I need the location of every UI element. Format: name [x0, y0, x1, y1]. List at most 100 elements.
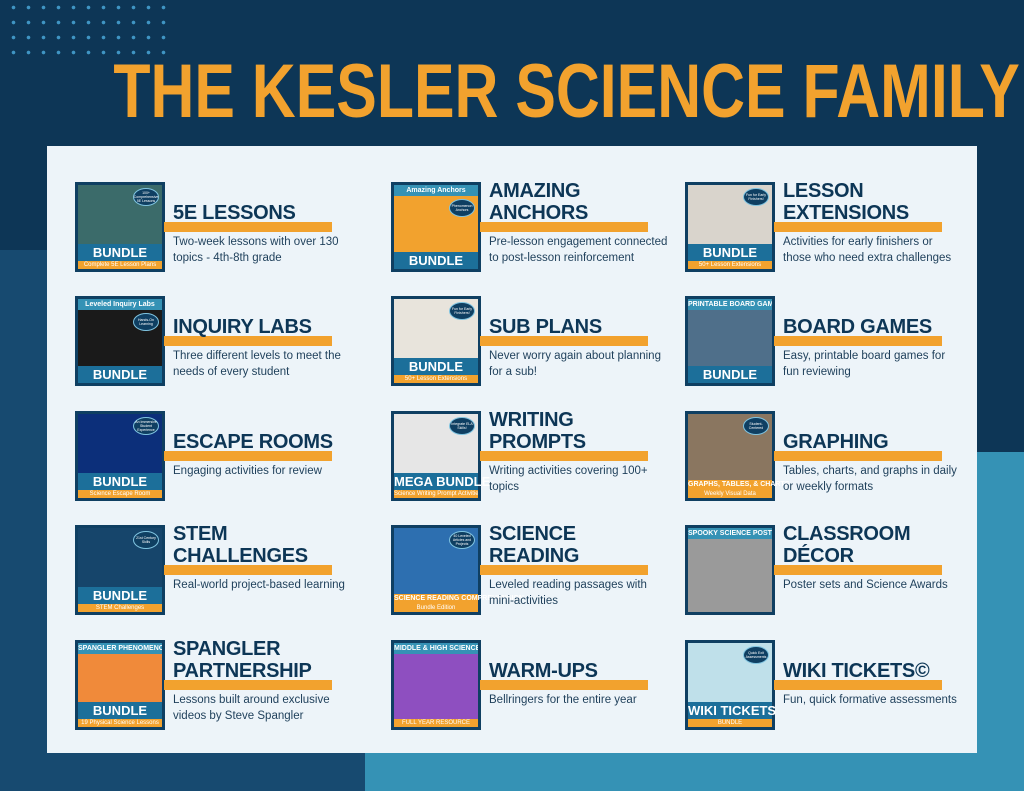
- thumbnail-caption: PRINTABLE BOARD GAME: [688, 299, 772, 310]
- product-title: GRAPHING: [783, 431, 889, 453]
- product-description: Lessons built around exclusive videos by…: [173, 694, 330, 722]
- background-shape-bottom-right: [365, 753, 1024, 791]
- thumbnail-image: 40 Leveled Articles and Projects: [394, 528, 478, 594]
- thumbnail-label: WIKI TICKETS: [688, 702, 777, 719]
- product-description: Tables, charts, and graphs in daily or w…: [783, 465, 957, 493]
- product-item-inquiry-labs[interactable]: Leveled Inquiry Labs Hands-On Learning BUN…: [75, 296, 365, 388]
- orange-underline-bar: [480, 451, 648, 461]
- product-item-science-reading[interactable]: 40 Leveled Articles and Projects SCIENCE …: [391, 523, 681, 617]
- thumbnail-label: BUNDLE: [394, 358, 478, 375]
- product-title: LESSON EXTENSIONS: [783, 180, 909, 224]
- product-title: CLASSROOM DÉCOR: [783, 523, 911, 567]
- thumbnail-image: An Immersive Student Experience: [78, 414, 162, 473]
- product-description: Never worry again about planning for a s…: [489, 350, 661, 378]
- product-item-classroom-d-cor[interactable]: SPOOKY SCIENCE POSTERS CLASSROOM DÉCOR Pos…: [685, 523, 975, 617]
- product-thumbnail[interactable]: Quick Exit Assessments WIKI TICKETS BUNDLE: [685, 640, 777, 730]
- thumbnail-caption: MIDDLE & HIGH SCIENCE BELL-RINGERS: [394, 643, 478, 654]
- product-thumbnail[interactable]: MIDDLE & HIGH SCIENCE BELL-RINGERS FULL Y…: [391, 640, 481, 730]
- thumbnail-badge: 21st Century Skills: [133, 531, 159, 549]
- product-description: Poster sets and Science Awards: [783, 579, 948, 591]
- product-item-lesson-extensions[interactable]: Fun for Early Finishers! BUNDLE 50+ Lesson…: [685, 180, 975, 274]
- thumbnail-sublabel: Complete 5E Lesson Plans: [78, 261, 162, 269]
- product-thumbnail[interactable]: Integrate ELA Skills! MEGA BUNDLE Science …: [391, 411, 491, 501]
- orange-underline-bar: [164, 680, 332, 690]
- thumbnail-label: GRAPHS, TABLES, & CHARTS: [688, 480, 790, 490]
- product-item-stem-challenges[interactable]: 21st Century Skills BUNDLE STEM Challenges…: [75, 523, 365, 617]
- product-item-spangler-partnership[interactable]: SPANGLER PHENOMENON BUNDLE 19 Physical Sci…: [75, 638, 365, 732]
- thumbnail-badge: Quick Exit Assessments: [743, 646, 769, 664]
- thumbnail-label: BUNDLE: [78, 244, 162, 261]
- product-description: Engaging activities for review: [173, 465, 322, 477]
- product-item-writing-prompts[interactable]: Integrate ELA Skills! MEGA BUNDLE Science …: [391, 409, 681, 503]
- thumbnail-badge: 100+ Comprehensive 5E Lessons: [133, 188, 159, 206]
- product-thumbnail[interactable]: 21st Century Skills BUNDLE STEM Challenges: [75, 525, 165, 615]
- orange-underline-bar: [774, 336, 942, 346]
- product-description: Leveled reading passages with mini-activ…: [489, 579, 647, 607]
- thumbnail-badge: Integrate ELA Skills!: [449, 417, 475, 435]
- product-title: SPANGLER PARTNERSHIP: [173, 638, 312, 682]
- product-item-wiki-tickets[interactable]: Quick Exit Assessments WIKI TICKETS BUNDLE…: [685, 640, 975, 732]
- thumbnail-label: BUNDLE: [688, 244, 772, 261]
- thumbnail-sublabel: Science Writing Prompt Activities: [394, 490, 478, 498]
- thumbnail-image: [688, 310, 772, 366]
- product-thumbnail[interactable]: Fun for Early Finishers! BUNDLE 50+ Lesson…: [685, 182, 775, 272]
- product-title: AMAZING ANCHORS: [489, 180, 589, 224]
- thumbnail-label: BUNDLE: [394, 252, 478, 269]
- product-thumbnail[interactable]: Leveled Inquiry Labs Hands-On Learning BUN…: [75, 296, 165, 386]
- thumbnail-sublabel: STEM Challenges: [78, 604, 162, 612]
- thumbnail-label: BUNDLE: [78, 366, 162, 383]
- product-item-5e-lessons[interactable]: 100+ Comprehensive 5E Lessons BUNDLE Compl…: [75, 182, 365, 274]
- thumbnail-badge: Student-Centered: [743, 417, 769, 435]
- orange-underline-bar: [774, 680, 942, 690]
- product-description: Fun, quick formative assessments: [783, 694, 957, 706]
- thumbnail-label: BUNDLE: [78, 587, 162, 604]
- product-thumbnail[interactable]: Student-Centered GRAPHS, TABLES, & CHARTS…: [685, 411, 790, 501]
- product-item-amazing-anchors[interactable]: Amazing Anchors Phenomenon Anchors BUNDLE A…: [391, 180, 681, 274]
- product-thumbnail[interactable]: 40 Leveled Articles and Projects SCIENCE …: [391, 525, 524, 615]
- product-description: Activities for early finishers or those …: [783, 236, 952, 264]
- thumbnail-caption: Amazing Anchors: [394, 185, 478, 196]
- product-description: Three different levels to meet the needs…: [173, 350, 341, 378]
- thumbnail-sublabel: BUNDLE: [688, 719, 772, 727]
- product-title: 5E LESSONS: [173, 202, 296, 224]
- product-description: Pre-lesson engagement connected to post-…: [489, 236, 668, 264]
- thumbnail-badge: An Immersive Student Experience: [133, 417, 159, 435]
- product-thumbnail[interactable]: An Immersive Student Experience BUNDLE Sci…: [75, 411, 165, 501]
- product-thumbnail[interactable]: Fun for Early Finishers! BUNDLE 50+ Lesson…: [391, 296, 481, 386]
- thumbnail-image: Fun for Early Finishers!: [394, 299, 478, 358]
- thumbnail-label: MEGA BUNDLE: [394, 473, 491, 490]
- orange-underline-bar: [480, 336, 648, 346]
- product-thumbnail[interactable]: SPANGLER PHENOMENON BUNDLE 19 Physical Sci…: [75, 640, 165, 730]
- orange-underline-bar: [774, 565, 942, 575]
- thumbnail-badge: Hands-On Learning: [133, 313, 159, 331]
- product-thumbnail[interactable]: PRINTABLE BOARD GAME BUNDLE: [685, 296, 775, 386]
- orange-underline-bar: [774, 222, 942, 232]
- thumbnail-label: BUNDLE: [78, 473, 162, 490]
- product-item-board-games[interactable]: PRINTABLE BOARD GAME BUNDLE BOARD GAMES Eas…: [685, 296, 975, 388]
- product-title: SUB PLANS: [489, 316, 602, 338]
- product-title: ESCAPE ROOMS: [173, 431, 333, 453]
- thumbnail-image: Student-Centered: [688, 414, 772, 480]
- thumbnail-image: Integrate ELA Skills!: [394, 414, 478, 473]
- product-thumbnail[interactable]: SPOOKY SCIENCE POSTERS: [685, 525, 775, 615]
- product-item-warm-ups[interactable]: MIDDLE & HIGH SCIENCE BELL-RINGERS FULL Y…: [391, 640, 681, 732]
- thumbnail-sublabel: 19 Physical Science Lessons: [78, 719, 162, 727]
- thumbnail-caption: SPOOKY SCIENCE POSTERS: [688, 528, 772, 539]
- product-item-graphing[interactable]: Student-Centered GRAPHS, TABLES, & CHARTS…: [685, 411, 975, 503]
- product-thumbnail[interactable]: Amazing Anchors Phenomenon Anchors BUNDLE: [391, 182, 481, 272]
- thumbnail-image: 100+ Comprehensive 5E Lessons: [78, 185, 162, 244]
- product-title: BOARD GAMES: [783, 316, 932, 338]
- thumbnail-image: [78, 654, 162, 702]
- thumbnail-image: Phenomenon Anchors: [394, 196, 478, 252]
- product-item-sub-plans[interactable]: Fun for Early Finishers! BUNDLE 50+ Lesson…: [391, 296, 681, 388]
- product-description: Bellringers for the entire year: [489, 694, 637, 706]
- product-thumbnail[interactable]: 100+ Comprehensive 5E Lessons BUNDLE Compl…: [75, 182, 165, 272]
- background-shape-right: [977, 452, 1024, 791]
- orange-underline-bar: [480, 680, 648, 690]
- product-title: INQUIRY LABS: [173, 316, 312, 338]
- product-description: Real-world project-based learning: [173, 579, 345, 591]
- thumbnail-caption: SPANGLER PHENOMENON: [78, 643, 162, 654]
- product-item-escape-rooms[interactable]: An Immersive Student Experience BUNDLE Sci…: [75, 411, 365, 503]
- thumbnail-caption: Leveled Inquiry Labs: [78, 299, 162, 310]
- thumbnail-badge: Fun for Early Finishers!: [449, 302, 475, 320]
